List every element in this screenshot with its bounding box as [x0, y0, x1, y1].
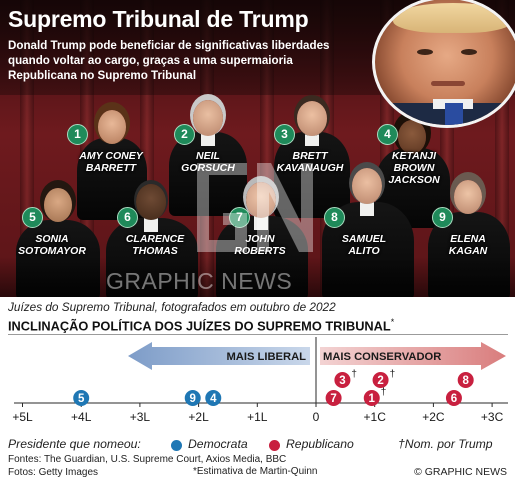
liberal-label: MAIS LIBERAL: [226, 351, 306, 363]
justice-point-label: 7: [330, 393, 336, 405]
justices-photo: Supremo Tribunal de Trump Donald Trump p…: [0, 0, 515, 297]
justice-name-gorsuch: NEIL GORSUCH: [181, 150, 235, 174]
justice-name-sotomayor: SONIA SOTOMAYOR: [18, 233, 86, 257]
tick-label: +1L: [247, 410, 268, 424]
banner-floor-shade: [0, 257, 515, 297]
justice-name-roberts: JOHN ROBERTS: [234, 233, 286, 257]
justice-point-label: 1: [369, 393, 376, 405]
liberal-arrow: [128, 342, 310, 370]
tick-label: 0: [313, 410, 320, 424]
tick-label: +3C: [481, 410, 504, 424]
justice-badge-9: 9: [432, 207, 453, 228]
photo-credit: Fotos: Getty Images: [8, 467, 99, 478]
tick-label: +4L: [71, 410, 92, 424]
page-title: Supremo Tribunal de Trump: [8, 6, 309, 32]
justice-point-9: [184, 390, 201, 406]
footnote: *Estimativa de Martin-Quinn: [193, 466, 318, 477]
justice-badge-8: 8: [324, 207, 345, 228]
justice-point-label: 8: [462, 375, 469, 387]
justice-badge-5: 5: [22, 207, 43, 228]
justice-point-6: [445, 390, 462, 406]
tick-label: +1C: [364, 410, 387, 424]
justice-badge-6: 6: [117, 207, 138, 228]
legend-democrat-label: Democrata: [188, 437, 248, 451]
justice-point-label: 5: [78, 393, 85, 405]
justice-point-label: 9: [190, 393, 196, 405]
justice-name-alito: SAMUEL ALITO: [341, 233, 387, 257]
justice-badge-3: 3: [274, 124, 295, 145]
justice-name-jackson: KETANJI BROWN JACKSON: [388, 150, 440, 186]
tick-label: +2L: [188, 410, 209, 424]
justice-point-2: [372, 372, 389, 388]
tick-label: +5L: [12, 410, 33, 424]
legend: Presidente que nomeou: Democrata Republi…: [8, 437, 513, 452]
trump-nominee-mark: †: [351, 369, 357, 380]
photo-caption: Juízes do Supremo Tribunal, fotografados…: [8, 300, 336, 314]
conservative-label: MAIS CONSERVADOR: [323, 351, 441, 363]
trump-portrait: [372, 0, 515, 128]
legend-title: Presidente que nomeou:: [8, 437, 141, 451]
graphic-news-credit: © GRAPHIC NEWS: [414, 466, 507, 478]
sources: Fontes: The Guardian, U.S. Supreme Court…: [8, 453, 286, 479]
justice-point-8: [457, 372, 474, 388]
justice-name-kavanaugh: BRETT KAVANAUGH: [276, 150, 344, 174]
legend-trump-note: †Nom. por Trump: [398, 437, 493, 451]
justice-point-4: [205, 390, 222, 406]
justice-badge-1: 1: [67, 124, 88, 145]
watermark-text: GRAPHIC NEWS: [106, 268, 293, 294]
justice-point-label: 6: [451, 393, 457, 405]
page-subtitle: Donald Trump pode beneficiar de signific…: [8, 39, 330, 82]
justice-badge-7: 7: [229, 207, 250, 228]
ideology-scale-chart: MAIS LIBERAL MAIS CONSERVADOR +5L +4L +3L +2…: [12, 337, 508, 424]
justice-badge-4: 4: [377, 124, 398, 145]
justice-point-label: 4: [210, 393, 217, 405]
justice-point-5: [73, 390, 90, 406]
legend-republican-swatch: [269, 440, 280, 451]
justice-point-7: [325, 390, 342, 406]
justice-figure-barrett: [72, 108, 152, 220]
justice-name-thomas: CLARENCE THOMAS: [125, 233, 185, 257]
tick-label: +3L: [130, 410, 151, 424]
justice-figure-kavanaugh: [270, 98, 354, 218]
justice-figure-gorsuch: [165, 96, 251, 216]
justice-name-barrett: AMY CONEY BARRETT: [79, 150, 143, 174]
sources-line: Fontes: The Guardian, U.S. Supreme Court…: [8, 454, 287, 465]
trump-nominee-mark: †: [390, 369, 396, 380]
chart-title: INCLINAÇÃO POLÍTICA DOS JUÍZES DO SUPREM…: [8, 317, 395, 334]
justice-point-1: [363, 390, 380, 406]
justice-name-kagan: ELENA KAGAN: [448, 233, 488, 257]
justice-point-3: [334, 372, 351, 388]
justice-point-label: 2: [377, 375, 383, 387]
conservative-arrow: [320, 342, 506, 370]
section-divider: [8, 334, 508, 335]
tick-label: +2C: [422, 410, 445, 424]
legend-democrat-swatch: [171, 440, 182, 451]
justice-point-label: 3: [339, 375, 345, 387]
legend-republican-label: Republicano: [286, 437, 354, 451]
justice-badge-2: 2: [174, 124, 195, 145]
trump-nominee-mark: †: [381, 387, 387, 398]
